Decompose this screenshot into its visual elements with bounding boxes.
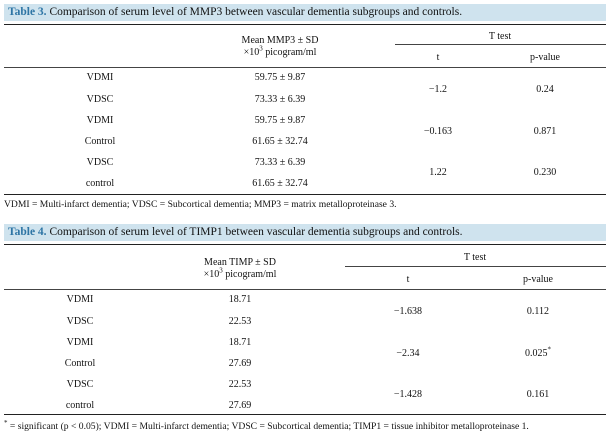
table3-footnote-text: VDMI = Multi-infarct dementia; VDSC = Su… (4, 199, 397, 210)
table4-caption: Table 4. Comparison of serum level of TI… (4, 224, 606, 241)
table4-test-p: 0.161 (498, 389, 578, 401)
table3-header-mean-exp: 3 (259, 44, 263, 53)
table3-test-p-value: 0.871 (533, 126, 557, 137)
table4-footnote: * = significant (p < 0.05); VDMI = Multi… (4, 418, 529, 433)
table4-ttest-rule (345, 266, 606, 267)
table4-header-ttest: T test (463, 252, 487, 263)
table3-header-mean-line2: ×103 picogram/ml (205, 44, 355, 59)
table3-header-rule (4, 67, 606, 68)
table4-test-t: −1.428 (393, 389, 423, 400)
table4-header-rule (4, 289, 606, 290)
table4-test-t: −1.638 (393, 306, 423, 317)
table4-test-p: 0.025* (498, 345, 578, 360)
table4-header-mean-suffix: picogram/ml (222, 269, 277, 280)
table3-test-t: −1.2 (428, 84, 448, 95)
table3-row-mean: 61.65 ± 32.74 (252, 136, 308, 147)
table4-header-p: p-value (523, 274, 553, 285)
table3-header-p: p-value (530, 52, 560, 63)
table3-caption-label: Table 3. (8, 6, 47, 18)
table3-row-mean: 73.33 ± 6.39 (254, 157, 306, 168)
table3-test-p-value: 0.24 (536, 84, 554, 95)
table3-header-mean-suffix: picogram/ml (262, 47, 317, 58)
table3-test-p: 0.871 (505, 126, 585, 138)
table4-header-mean-exp: 3 (219, 266, 223, 275)
table3-caption-text: Comparison of serum level of MMP3 betwee… (49, 6, 463, 18)
table4-row-group: VDMI (66, 337, 94, 348)
table4-bottom-rule (4, 414, 606, 415)
table3-row-group: VDMI (86, 115, 114, 126)
table4-caption-label: Table 4. (8, 226, 47, 238)
table3-test-p-value: 0.230 (533, 167, 557, 178)
table4-test-t: −2.34 (396, 348, 420, 359)
table4-test-p-value: 0.112 (526, 306, 550, 317)
table3-row-group: control (85, 178, 115, 189)
table4-row-mean: 22.53 (228, 379, 252, 390)
table4-row-mean: 22.53 (228, 316, 252, 327)
table4-test-p-mark: * (547, 345, 552, 354)
table4-row-group: control (65, 400, 95, 411)
table3-header-mean-prefix: ×10 (243, 47, 260, 58)
table3-bottom-rule (4, 194, 606, 195)
table3-header-mean: Mean MMP3 ± SD ×103 picogram/ml (205, 35, 355, 59)
table4-row-mean: 27.69 (228, 400, 252, 411)
table4-row-group: VDSC (66, 379, 94, 390)
table3-row-group: Control (84, 136, 116, 147)
table3-ttest-rule (395, 44, 606, 45)
table3-row-group: VDSC (86, 94, 114, 105)
table4-row-group: VDMI (66, 294, 94, 305)
table4-row-mean: 18.71 (228, 337, 252, 348)
table3-test-p: 0.24 (505, 84, 585, 96)
table3-row-group: VDSC (86, 157, 114, 168)
table4-header-mean-line1: Mean TIMP ± SD (204, 257, 276, 268)
table4-header-t: t (406, 274, 410, 285)
table4-test-p-value: 0.025 (525, 348, 548, 359)
table3-row-mean: 61.65 ± 32.74 (252, 178, 308, 189)
table4-row-mean: 27.69 (228, 358, 252, 369)
table4-header-mean-prefix: ×10 (203, 269, 220, 280)
table3-top-rule (4, 24, 606, 25)
table4-header-mean-line2: ×103 picogram/ml (170, 266, 310, 281)
table3-test-t: −0.163 (423, 126, 453, 137)
table3-header-ttest: T test (488, 31, 512, 42)
table3-header-t: t (436, 52, 440, 63)
table3-test-t: 1.22 (429, 167, 447, 178)
table4-test-p: 0.112 (498, 306, 578, 318)
table4-row-group: Control (64, 358, 96, 369)
table3-caption: Table 3. Comparison of serum level of MM… (4, 4, 606, 21)
table4-footnote-mark: * (4, 418, 8, 427)
table3-header-mean-line1: Mean MMP3 ± SD (241, 35, 319, 46)
table3-footnote: VDMI = Multi-infarct dementia; VDSC = Su… (4, 199, 397, 211)
table4-footnote-text: = significant (p < 0.05); VDMI = Multi-i… (7, 421, 529, 432)
table4-top-rule (4, 244, 606, 245)
table3-row-mean: 59.75 ± 9.87 (254, 72, 306, 83)
table4-header-mean: Mean TIMP ± SD ×103 picogram/ml (170, 257, 310, 281)
table3-row-mean: 73.33 ± 6.39 (254, 94, 306, 105)
table4-row-mean: 18.71 (228, 294, 252, 305)
table4-test-p-value: 0.161 (526, 389, 550, 400)
table4-caption-text: Comparison of serum level of TIMP1 betwe… (49, 226, 463, 238)
table3-row-group: VDMI (86, 72, 114, 83)
table3-row-mean: 59.75 ± 9.87 (254, 115, 306, 126)
table4-row-group: VDSC (66, 316, 94, 327)
table3-test-p: 0.230 (505, 167, 585, 179)
